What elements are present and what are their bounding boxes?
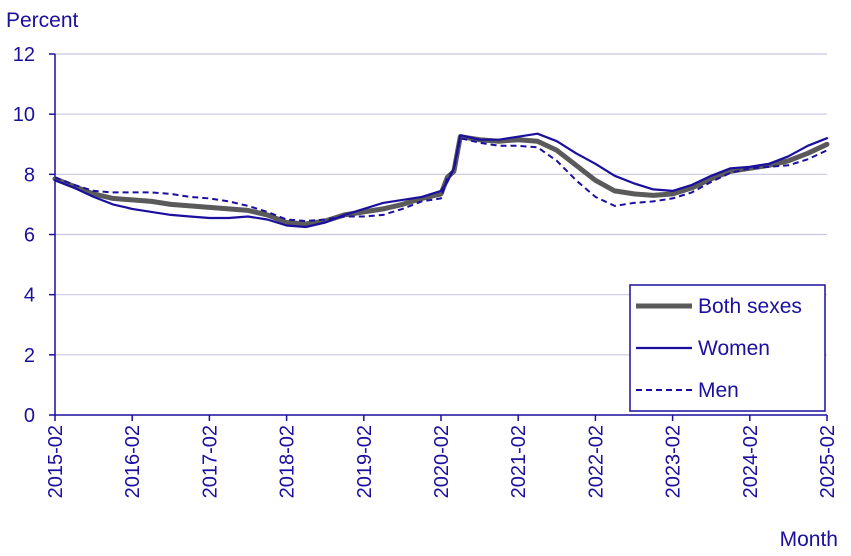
x-tick-label: 2020-02 bbox=[431, 425, 453, 498]
x-tick-label: 2023-02 bbox=[663, 425, 685, 498]
x-tick-label: 2016-02 bbox=[122, 425, 144, 498]
legend-label: Women bbox=[698, 337, 770, 360]
y-tick-label: 4 bbox=[24, 285, 35, 307]
x-tick-label: 2019-02 bbox=[354, 425, 376, 498]
series-line-men bbox=[54, 137, 828, 222]
y-tick-label: 10 bbox=[13, 104, 35, 126]
series-line-women bbox=[53, 132, 829, 229]
legend-label: Both sexes bbox=[698, 295, 802, 318]
x-axis-title: Month bbox=[780, 528, 838, 551]
series-line-both-sexes bbox=[52, 134, 830, 227]
x-tick-label: 2024-02 bbox=[740, 425, 762, 498]
y-tick-label: 12 bbox=[13, 44, 35, 66]
y-tick-label: 6 bbox=[24, 225, 35, 247]
x-tick-label: 2015-02 bbox=[45, 425, 67, 498]
series-lines bbox=[52, 132, 830, 229]
legend: Both sexes Women Men bbox=[629, 284, 826, 412]
y-tick-label: 8 bbox=[24, 164, 35, 186]
x-tick-label: 2025-02 bbox=[817, 425, 839, 498]
x-tick-label: 2022-02 bbox=[585, 425, 607, 498]
y-tick-label: 2 bbox=[24, 345, 35, 367]
axes bbox=[49, 53, 828, 421]
x-tick-label: 2018-02 bbox=[277, 425, 299, 498]
y-axis-title: Percent bbox=[6, 9, 79, 32]
tick-labels: 0 2 4 6 8 10 12 2015-02 2016-02 2017-02 2018-02 201… bbox=[13, 44, 839, 498]
y-tick-label: 0 bbox=[24, 405, 35, 427]
legend-label: Men bbox=[698, 379, 739, 402]
x-tick-label: 2021-02 bbox=[508, 425, 530, 498]
x-tick-label: 2017-02 bbox=[199, 425, 221, 498]
